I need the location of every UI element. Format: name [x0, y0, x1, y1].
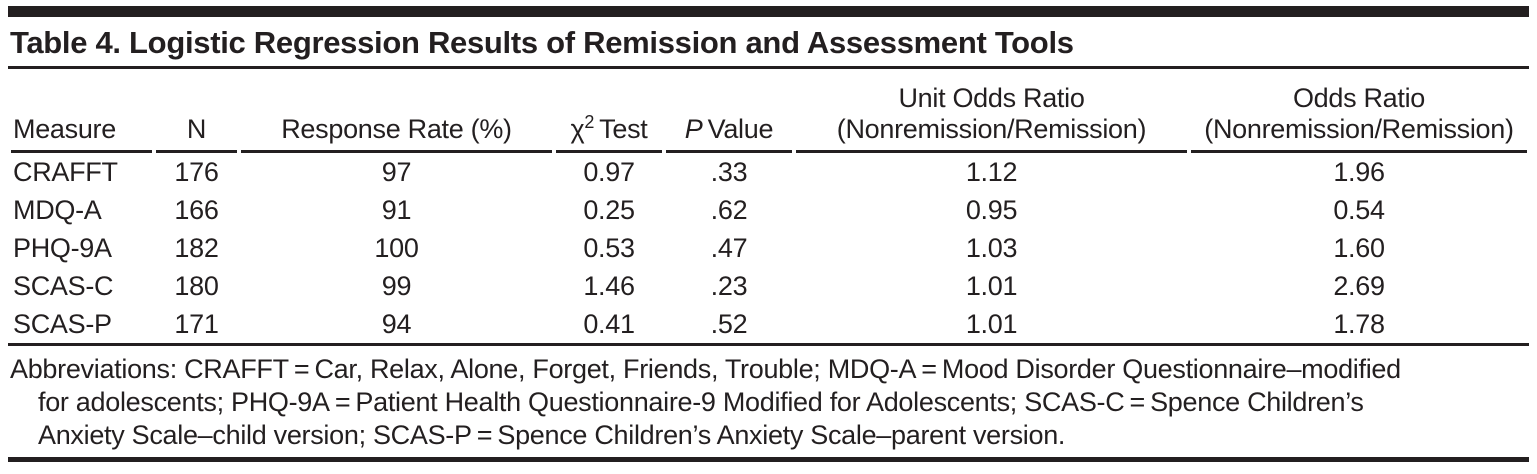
cell-measure: PHQ-9A [13, 232, 112, 263]
cell-p-value: .52 [710, 308, 748, 339]
top-rule-bar [8, 6, 1529, 17]
rule-under-title [8, 66, 1529, 69]
cell-odds-ratio: 1.60 [1333, 232, 1385, 263]
cell-response-rate: 97 [381, 156, 412, 187]
cell-p-value: .23 [710, 270, 748, 301]
header-row: Measure N Response Rate (%) χ2 Test P Va… [9, 69, 1529, 153]
footnote-line: Abbreviations: CRAFFT = Car, Relax, Alon… [10, 354, 1401, 384]
table-row: MDQ-A 166 91 0.25 .62 0.95 0.54 [9, 191, 1529, 229]
cell-p-value: .33 [710, 156, 748, 187]
footnote-line: for adolescents; PHQ-9A = Patient Health… [38, 387, 1364, 417]
col-header-p-value: P Value [664, 69, 794, 153]
results-table: Measure N Response Rate (%) χ2 Test P Va… [9, 69, 1529, 343]
cell-measure: SCAS-C [13, 270, 114, 301]
cell-unit-odds-ratio: 1.12 [965, 156, 1018, 187]
cell-response-rate: 99 [381, 270, 412, 301]
col-header-odds-ratio: Odds Ratio (Nonremission/Remission) [1189, 69, 1529, 153]
footnote-line: Anxiety Scale–child version; SCAS-P = Sp… [38, 420, 1066, 450]
cell-odds-ratio: 1.96 [1333, 156, 1385, 187]
col-header-measure: Measure [9, 69, 154, 153]
cell-n: 166 [174, 194, 219, 225]
cell-response-rate: 91 [381, 194, 412, 225]
cell-response-rate: 100 [374, 232, 419, 263]
chi2-superscript: 2 [584, 112, 595, 132]
cell-n: 171 [174, 308, 219, 339]
col-header-chi2-test: χ2 Test [554, 69, 664, 153]
bottom-rule-bar [8, 457, 1529, 462]
table-title: Table 4. Logistic Regression Results of … [10, 25, 1074, 60]
cell-p-value: .62 [710, 194, 748, 225]
table-row: CRAFFT 176 97 0.97 .33 1.12 1.96 [9, 153, 1529, 191]
col-header-n: N [154, 69, 239, 153]
col-header-unit-odds-ratio: Unit Odds Ratio (Nonremission/Remission) [794, 69, 1189, 153]
cell-measure: MDQ-A [13, 194, 102, 225]
cell-odds-ratio: 2.69 [1333, 270, 1385, 301]
cell-chi2: 0.53 [583, 232, 635, 263]
cell-response-rate: 94 [381, 308, 412, 339]
abbreviations-footnote: Abbreviations: CRAFFT = Car, Relax, Alon… [10, 353, 1529, 452]
cell-unit-odds-ratio: 0.95 [965, 194, 1018, 225]
cell-odds-ratio: 1.78 [1333, 308, 1385, 339]
col-header-response-rate: Response Rate (%) [239, 69, 554, 153]
cell-n: 182 [174, 232, 219, 263]
cell-unit-odds-ratio: 1.03 [965, 232, 1018, 263]
cell-odds-ratio: 0.54 [1333, 194, 1385, 225]
table-row: SCAS-P 171 94 0.41 .52 1.01 1.78 [9, 305, 1529, 343]
table-row: SCAS-C 180 99 1.46 .23 1.01 2.69 [9, 267, 1529, 305]
cell-chi2: 0.41 [583, 308, 635, 339]
rule-under-table [8, 343, 1529, 346]
cell-n: 180 [174, 270, 219, 301]
cell-n: 176 [174, 156, 219, 187]
cell-measure: SCAS-P [13, 308, 112, 339]
table-row: PHQ-9A 182 100 0.53 .47 1.03 1.60 [9, 229, 1529, 267]
cell-unit-odds-ratio: 1.01 [965, 270, 1018, 301]
cell-chi2: 1.46 [583, 270, 635, 301]
cell-chi2: 0.97 [583, 156, 635, 187]
cell-p-value: .47 [710, 232, 748, 263]
cell-chi2: 0.25 [583, 194, 635, 225]
cell-measure: CRAFFT [13, 156, 118, 187]
cell-unit-odds-ratio: 1.01 [965, 308, 1018, 339]
